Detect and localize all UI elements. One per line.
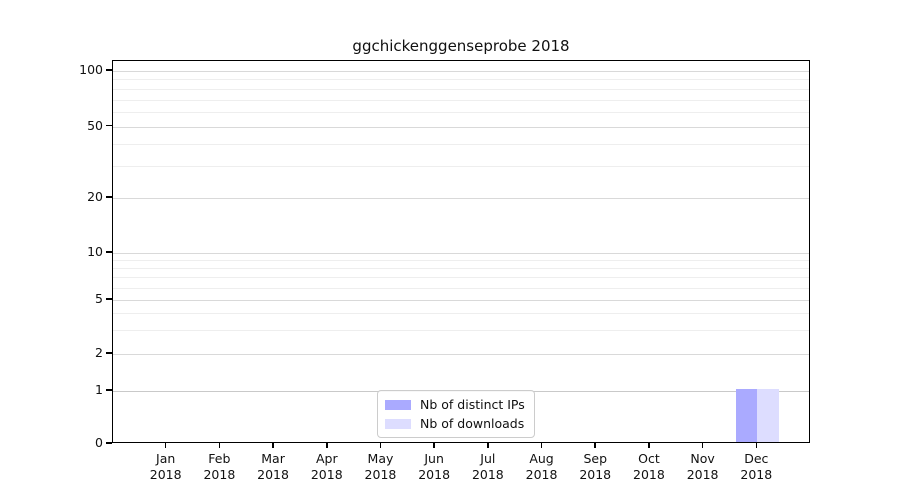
gridline-minor: [113, 313, 809, 315]
x-axis-tick-mark: [379, 443, 382, 448]
y-axis-tick-label: 100: [79, 62, 103, 77]
x-axis-tick-label-year: 2018: [633, 467, 665, 482]
x-axis-tick-label: May 2018: [350, 451, 410, 483]
legend-swatch-distinct-ips: [385, 399, 411, 410]
x-axis-tick-label-year: 2018: [149, 467, 182, 482]
x-axis-tick-label: Mar 2018: [243, 451, 303, 483]
x-axis-tick-label-year: 2018: [686, 467, 719, 482]
x-axis-tick-mark: [218, 443, 221, 448]
x-axis-tick-label-year: 2018: [740, 467, 773, 482]
gridline-minor: [113, 268, 809, 270]
legend-item-distinct-ips: Nb of distinct IPs: [385, 397, 525, 412]
y-axis-tick-mark: [106, 69, 112, 71]
x-axis-tick-mark: [164, 443, 167, 448]
x-axis-tick-label-year: 2018: [203, 467, 236, 482]
x-axis-tick-mark: [701, 443, 704, 448]
y-axis-tick-mark: [106, 298, 112, 300]
plot-area: Nb of distinct IPs Nb of downloads: [112, 60, 810, 443]
gridline-minor: [113, 143, 809, 145]
y-axis-tick-mark: [106, 251, 112, 253]
x-axis-tick-label-year: 2018: [364, 467, 397, 482]
gridline-major: [113, 300, 809, 301]
bar-dec-2018-series1: [757, 389, 779, 442]
y-axis-tick-mark: [106, 124, 112, 127]
x-axis-tick-label-month: Jun: [424, 451, 444, 466]
gridline-major: [113, 198, 809, 199]
x-axis-tick-label: Apr 2018: [297, 451, 357, 483]
legend: Nb of distinct IPs Nb of downloads: [377, 390, 535, 438]
legend-swatch-downloads: [385, 418, 411, 429]
x-axis-tick-label-month: Jan: [156, 451, 176, 466]
bar-dec-2018-series0: [735, 389, 758, 442]
x-axis-tick-label-month: Apr: [315, 451, 338, 466]
x-axis-tick-label: Dec 2018: [726, 451, 786, 483]
gridline-minor: [113, 99, 809, 101]
x-axis-tick-mark: [487, 443, 489, 448]
x-axis-tick-label-month: Dec: [744, 451, 769, 466]
x-axis-tick-label: Oct 2018: [619, 451, 679, 483]
x-axis-tick-mark: [433, 443, 435, 448]
gridline-major: [113, 71, 809, 72]
x-axis-tick-label-month: Nov: [690, 451, 715, 466]
x-axis-tick-label: Jan 2018: [136, 451, 196, 483]
x-axis-tick-label: Aug 2018: [512, 451, 572, 483]
x-axis-tick-label: Feb 2018: [189, 451, 249, 483]
x-axis-tick-label-month: Jul: [480, 451, 496, 466]
gridline-minor: [113, 260, 809, 262]
gridline-minor: [113, 330, 809, 332]
x-axis-tick-label-month: Feb: [208, 451, 231, 466]
y-axis-tick-label: 10: [87, 244, 103, 259]
x-axis-tick-label-year: 2018: [525, 467, 558, 482]
legend-label-distinct-ips: Nb of distinct IPs: [420, 397, 525, 412]
y-axis-tick-label: 50: [87, 117, 103, 133]
x-axis-tick-label: Nov 2018: [673, 451, 733, 483]
y-axis-tick-label: 1: [95, 382, 103, 397]
x-axis-tick-label-month: Oct: [638, 451, 660, 466]
gridline-major: [113, 253, 809, 254]
x-axis-tick-label-year: 2018: [471, 467, 504, 482]
x-axis-tick-mark: [594, 443, 596, 448]
y-axis-tick-label: 0: [95, 435, 103, 450]
gridline-minor: [113, 277, 809, 279]
x-axis-tick-mark: [755, 443, 758, 448]
gridline-minor: [113, 166, 809, 168]
chart-title: ggchickenggenseprobe 2018: [352, 37, 570, 55]
x-axis-tick-label-year: 2018: [257, 467, 289, 482]
x-axis-tick-label-year: 2018: [579, 467, 612, 482]
x-axis-tick-mark: [540, 443, 543, 448]
x-axis-tick-label-month: Sep: [583, 451, 607, 466]
y-axis-tick-label: 5: [95, 291, 103, 306]
legend-item-downloads: Nb of downloads: [385, 416, 525, 431]
y-axis-tick-mark: [106, 196, 112, 198]
legend-label-downloads: Nb of downloads: [420, 416, 525, 431]
x-axis-tick-label-year: 2018: [418, 467, 451, 482]
gridline-minor: [113, 111, 809, 113]
gridline-major: [113, 354, 809, 355]
gridline-minor: [113, 287, 809, 289]
y-axis-tick-label: 2: [95, 345, 103, 360]
x-axis-tick-label: Jun 2018: [404, 451, 464, 483]
y-axis-tick-mark: [106, 442, 112, 444]
gridline-major: [113, 126, 809, 128]
gridline-minor: [113, 88, 809, 90]
x-axis-tick-mark: [326, 443, 328, 448]
x-axis-tick-mark: [648, 443, 650, 448]
x-axis-tick-mark: [272, 443, 274, 448]
x-axis-tick-label-month: Mar: [261, 451, 285, 466]
x-axis-tick-label: Sep 2018: [565, 451, 625, 483]
y-axis-tick-label: 20: [87, 189, 103, 204]
x-axis-tick-label: Jul 2018: [458, 451, 518, 483]
x-axis-tick-label-month: May: [367, 451, 394, 466]
y-axis-tick-mark: [106, 389, 112, 391]
y-axis-tick-mark: [106, 352, 112, 354]
gridline-minor: [113, 79, 809, 81]
x-axis-tick-label-month: Aug: [529, 451, 554, 466]
x-axis-tick-label-year: 2018: [310, 467, 343, 482]
